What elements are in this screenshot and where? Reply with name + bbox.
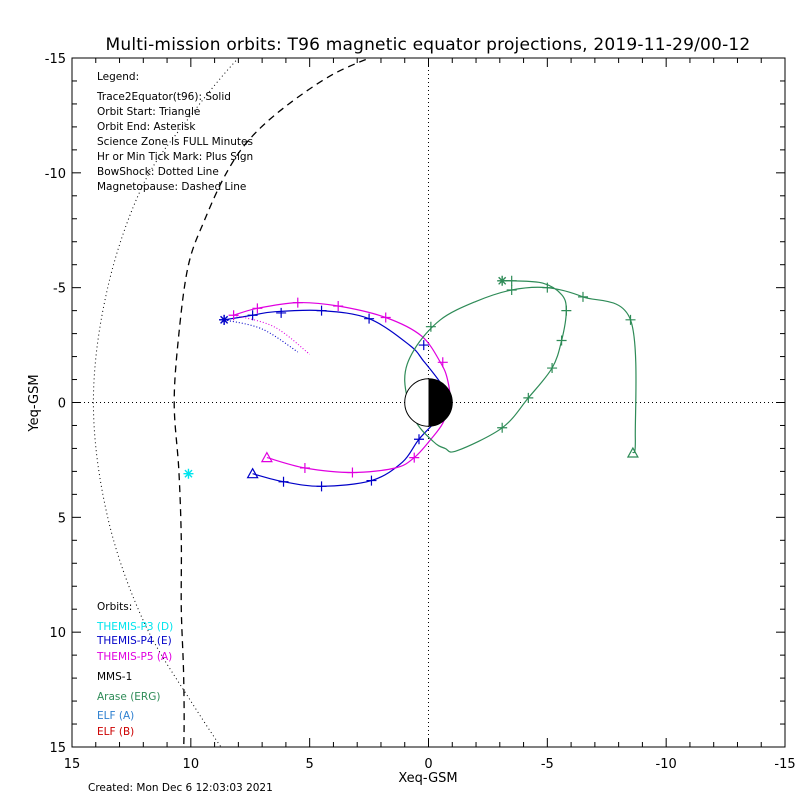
- orbit-label-themis-p5: THEMIS-P5 (A): [96, 651, 172, 663]
- legend: Legend: Trace2Equator(t96): Solid Orbit …: [96, 71, 253, 193]
- x-tick-label: 15: [64, 757, 81, 772]
- bowshock-line: [92, 58, 240, 747]
- orbit-end-asterisk: [497, 275, 508, 286]
- tick-mark: [276, 307, 287, 318]
- legend-heading: Legend:: [97, 71, 139, 83]
- legend-item-magnetopause: Magnetopause: Dashed Line: [97, 181, 246, 193]
- tick-mark: [506, 275, 517, 286]
- tick-mark: [347, 467, 358, 478]
- y-tick-label: -10: [45, 167, 66, 182]
- created-timestamp: Created: Mon Dec 6 12:03:03 2021: [88, 782, 273, 794]
- tick-mark: [547, 363, 558, 374]
- legend-item-trace: Trace2Equator(t96): Solid: [96, 91, 231, 103]
- tick-mark: [497, 422, 508, 433]
- legend-item-start: Orbit Start: Triangle: [97, 106, 200, 118]
- earth: [404, 378, 453, 427]
- tick-mark: [364, 313, 375, 324]
- y-tick-labels: -15 -10 -5 0 5 10 15: [45, 52, 66, 756]
- tick-mark: [409, 452, 420, 463]
- tick-mark: [316, 305, 327, 316]
- orbit-trace: [404, 280, 637, 454]
- tick-mark: [278, 476, 289, 487]
- tick-mark: [413, 434, 424, 445]
- tick-mark: [561, 305, 572, 316]
- tick-mark: [523, 392, 534, 403]
- tick-mark: [366, 475, 377, 486]
- orbit-end-asterisk: [183, 468, 194, 479]
- tick-mark: [418, 340, 429, 351]
- legend-item-bowshock: BowShock: Dotted Line: [97, 166, 219, 178]
- orbit-start-triangle: [260, 451, 273, 463]
- orbit-dotted-tail: [223, 319, 299, 353]
- tick-mark: [542, 282, 553, 293]
- tick-mark: [437, 357, 448, 368]
- chart-title: Multi-mission orbits: T96 magnetic equat…: [106, 35, 751, 55]
- tick-mark: [625, 314, 636, 325]
- tick-mark: [506, 284, 517, 295]
- magnetopause-line: [173, 58, 372, 747]
- tick-mark: [380, 312, 391, 323]
- tick-mark: [577, 291, 588, 302]
- orbit-label-themis-p3: THEMIS-P3 (D): [96, 621, 173, 633]
- y-tick-label: 15: [49, 741, 66, 756]
- legend-item-tick: Hr or Min Tick Mark: Plus Sign: [97, 151, 253, 163]
- orbit-label-mms1: MMS-1: [97, 671, 132, 683]
- x-tick-label: 5: [306, 757, 314, 772]
- orbit-dotted-tail: [233, 314, 311, 355]
- orbit-key: Orbits: THEMIS-P3 (D) THEMIS-P4 (E) THEM…: [96, 601, 173, 738]
- tick-mark: [247, 310, 258, 321]
- x-tick-label: -15: [774, 757, 795, 772]
- orbit-label-elf-b: ELF (B): [97, 726, 134, 738]
- tick-mark: [556, 335, 567, 346]
- orbit-traces: [183, 275, 639, 492]
- y-tick-label: 0: [58, 397, 66, 412]
- x-axis-label: Xeq-GSM: [398, 771, 457, 786]
- orbit-start-triangle: [626, 446, 639, 458]
- tick-mark: [252, 303, 263, 314]
- y-tick-label: 5: [58, 511, 66, 526]
- tick-mark: [299, 462, 310, 473]
- earth-night-side: [428, 378, 453, 427]
- tick-mark: [292, 297, 303, 308]
- legend-item-science: Science Zone is FULL Minutes: [97, 136, 253, 148]
- x-tick-label: -5: [541, 757, 554, 772]
- orbit-label-elf-a: ELF (A): [97, 710, 134, 722]
- y-tick-label: 10: [49, 626, 66, 641]
- tick-mark: [228, 310, 239, 321]
- x-tick-label: 10: [183, 757, 200, 772]
- axis-ticks: [71, 57, 786, 748]
- boundaries: [92, 58, 372, 747]
- tick-mark: [316, 481, 327, 492]
- x-tick-label: 0: [424, 757, 432, 772]
- x-tick-labels: 15 10 5 0 -5 -10 -15: [64, 757, 796, 772]
- legend-item-end: Orbit End: Asterisk: [97, 121, 196, 133]
- tick-mark: [425, 321, 436, 332]
- orbit-start-triangle: [246, 467, 259, 479]
- y-tick-label: -15: [45, 52, 66, 67]
- orbit-label-themis-p4: THEMIS-P4 (E): [96, 635, 172, 647]
- y-axis-label: Yeq-GSM: [27, 374, 42, 432]
- tick-mark: [333, 301, 344, 312]
- orbit-label-arase: Arase (ERG): [97, 691, 160, 703]
- x-tick-label: -10: [656, 757, 677, 772]
- orbits-heading: Orbits:: [97, 601, 132, 613]
- orbit-end-asterisk: [219, 314, 230, 325]
- y-tick-label: -5: [53, 282, 66, 297]
